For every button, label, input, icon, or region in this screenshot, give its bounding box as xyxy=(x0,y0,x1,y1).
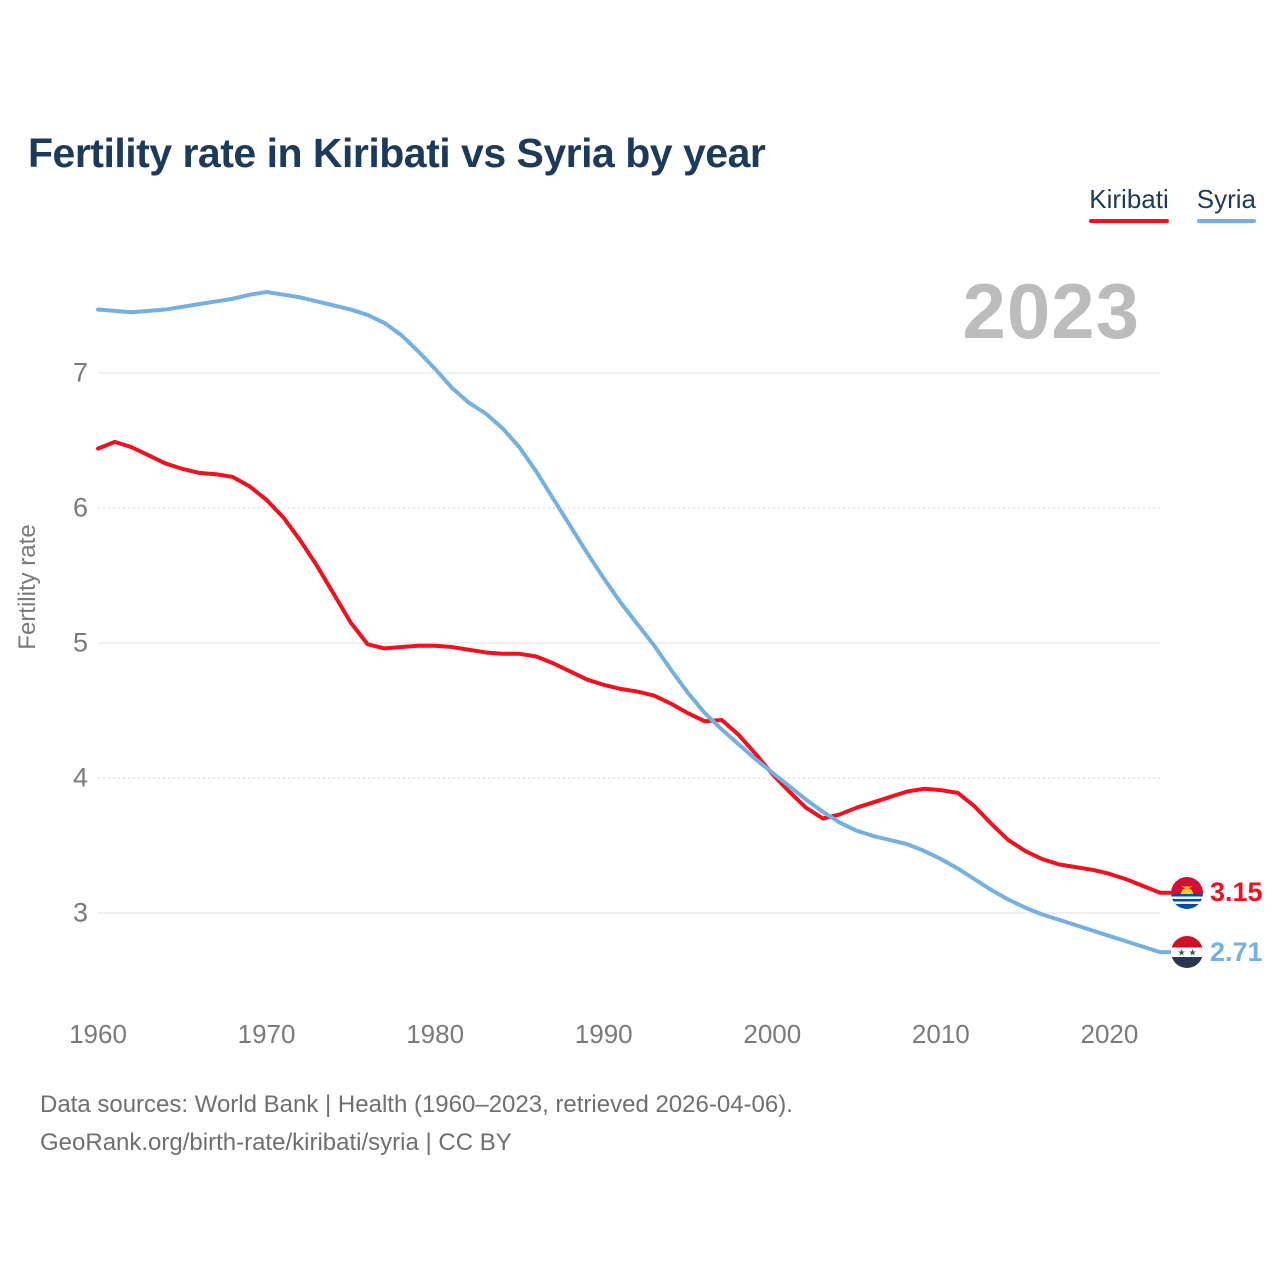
legend-underline-syria xyxy=(1196,219,1256,223)
y-tick-3: 3 xyxy=(72,897,88,928)
x-tick-1990: 1990 xyxy=(574,1019,633,1049)
kiribati-end-value: 3.15 xyxy=(1210,877,1263,908)
svg-text:★: ★ xyxy=(1188,948,1196,958)
year-watermark: 2023 xyxy=(962,267,1140,355)
syria-end-value: 2.71 xyxy=(1210,936,1263,967)
legend: Kiribati Syria xyxy=(1089,184,1256,223)
y-tick-6: 6 xyxy=(72,492,88,523)
x-tick-2000: 2000 xyxy=(743,1019,802,1049)
y-tick-5: 5 xyxy=(72,627,88,658)
legend-label-syria: Syria xyxy=(1196,184,1256,214)
kiribati-end-marker: 3.15 xyxy=(1171,876,1263,909)
x-tick-1960: 1960 xyxy=(69,1019,127,1049)
svg-text:★: ★ xyxy=(1177,948,1185,958)
source-line-1: Data sources: World Bank | Health (1960–… xyxy=(40,1091,793,1118)
legend-item-kiribati[interactable]: Kiribati xyxy=(1089,184,1169,223)
line-kiribati xyxy=(96,439,1162,895)
x-tick-1980: 1980 xyxy=(406,1019,465,1049)
x-tick-1970: 1970 xyxy=(237,1019,296,1049)
syria-end-marker: ★ ★ 2.71 xyxy=(1171,936,1263,969)
x-tick-2020: 2020 xyxy=(1080,1019,1139,1049)
source-attribution: Data sources: World Bank | Health (1960–… xyxy=(40,1086,793,1162)
syria-flag-icon: ★ ★ xyxy=(1171,936,1203,969)
x-tick-2010: 2010 xyxy=(911,1019,970,1049)
kiribati-flag-icon xyxy=(1171,876,1203,909)
y-tick-7: 7 xyxy=(72,357,88,388)
y-tick-4: 4 xyxy=(72,762,88,793)
legend-label-kiribati: Kiribati xyxy=(1089,184,1169,214)
line-syria xyxy=(96,290,1162,955)
source-line-2: GeoRank.org/birth-rate/kiribati/syria | … xyxy=(40,1129,512,1156)
legend-underline-kiribati xyxy=(1089,219,1169,223)
page-title: Fertility rate in Kiribati vs Syria by y… xyxy=(28,130,766,177)
legend-item-syria[interactable]: Syria xyxy=(1196,184,1256,223)
